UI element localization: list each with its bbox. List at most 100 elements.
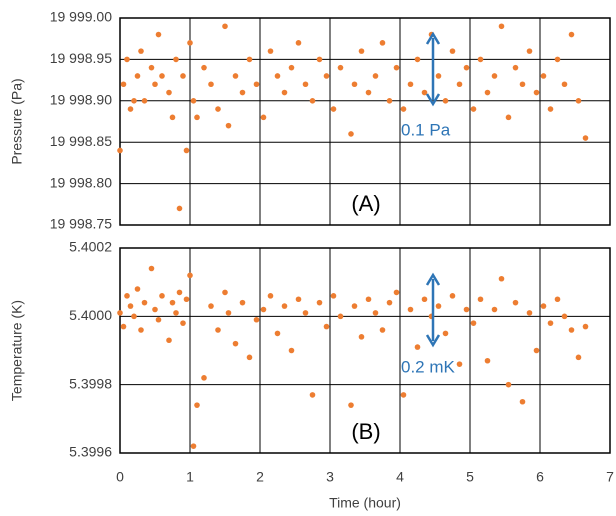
data-point — [533, 347, 540, 354]
data-point — [575, 98, 582, 104]
data-point — [159, 293, 165, 299]
data-point — [512, 64, 519, 71]
data-point — [568, 327, 575, 333]
data-point — [400, 392, 407, 398]
y-tick-label: 19 999.00 — [50, 9, 112, 25]
data-point — [561, 313, 568, 320]
data-point — [372, 310, 379, 316]
data-point — [117, 147, 123, 154]
data-point — [173, 56, 179, 63]
data-point — [141, 299, 148, 306]
data-point — [222, 23, 228, 30]
data-point — [239, 89, 246, 96]
data-point — [372, 73, 379, 79]
y-tick-label: 5.3996 — [69, 444, 112, 460]
data-point — [365, 89, 372, 96]
data-point — [302, 81, 309, 88]
data-point — [225, 122, 232, 129]
data-point — [400, 106, 407, 112]
data-point — [246, 56, 253, 63]
data-point — [152, 306, 158, 313]
data-point — [260, 114, 267, 121]
data-point — [449, 48, 456, 54]
data-point — [169, 114, 176, 121]
data-point — [337, 313, 344, 320]
data-point — [561, 81, 568, 88]
data-point — [309, 98, 316, 104]
data-point — [470, 106, 477, 112]
y-tick-label: 19 998.95 — [50, 50, 112, 66]
data-point — [138, 327, 144, 333]
data-point — [134, 73, 141, 79]
data-point — [435, 303, 442, 309]
y-tick-label: 19 998.85 — [50, 133, 112, 149]
data-point — [155, 316, 162, 323]
data-point — [540, 303, 547, 309]
data-point — [463, 64, 470, 71]
data-point — [386, 299, 393, 306]
data-point — [421, 296, 428, 303]
data-point — [190, 98, 197, 104]
data-point — [365, 296, 372, 303]
data-point — [138, 48, 144, 54]
data-point — [554, 296, 561, 303]
data-point — [120, 81, 127, 88]
data-point — [484, 357, 491, 364]
data-point — [316, 56, 323, 63]
data-point — [470, 320, 477, 326]
data-point — [449, 293, 456, 299]
data-point — [124, 56, 130, 63]
panel-label: (B) — [351, 419, 380, 444]
data-point — [351, 303, 358, 309]
data-point — [547, 320, 554, 326]
data-point — [519, 81, 526, 88]
data-point — [348, 131, 354, 137]
data-point — [166, 337, 172, 344]
data-point — [131, 98, 137, 104]
data-point — [274, 73, 281, 79]
data-point — [526, 48, 533, 54]
data-point — [239, 299, 246, 306]
data-point — [253, 316, 260, 323]
data-point — [435, 73, 442, 79]
x-tick-label: 4 — [396, 469, 404, 485]
data-point — [127, 106, 134, 112]
data-point — [386, 98, 393, 104]
data-point — [498, 23, 505, 30]
data-point — [134, 286, 141, 292]
data-point — [155, 31, 162, 38]
x-tick-label: 1 — [186, 469, 194, 485]
data-point — [148, 265, 155, 272]
data-point — [358, 48, 365, 54]
data-point — [215, 106, 221, 112]
data-point — [379, 327, 386, 333]
x-axis-label: Time (hour) — [329, 495, 401, 511]
data-point — [180, 320, 186, 326]
data-point — [442, 98, 449, 104]
data-point — [246, 354, 253, 361]
data-point — [348, 402, 354, 408]
y-tick-label: 19 998.80 — [50, 174, 112, 190]
data-point — [351, 81, 358, 88]
data-point — [169, 299, 176, 306]
data-point — [323, 73, 330, 79]
data-point — [173, 310, 179, 316]
data-point — [407, 81, 414, 88]
panel-label: (A) — [351, 191, 380, 216]
data-point — [582, 323, 589, 330]
data-point — [260, 306, 267, 313]
x-tick-label: 2 — [256, 469, 264, 485]
data-point — [281, 89, 288, 96]
plot-frame — [119, 17, 611, 226]
x-tick-label: 3 — [326, 469, 334, 485]
data-point — [295, 40, 302, 46]
data-point — [554, 56, 561, 63]
data-point — [194, 402, 200, 408]
data-point — [222, 289, 228, 296]
data-point — [316, 299, 323, 306]
data-point — [267, 293, 274, 299]
data-point — [414, 344, 421, 350]
data-point — [421, 89, 428, 96]
data-point — [330, 106, 337, 112]
